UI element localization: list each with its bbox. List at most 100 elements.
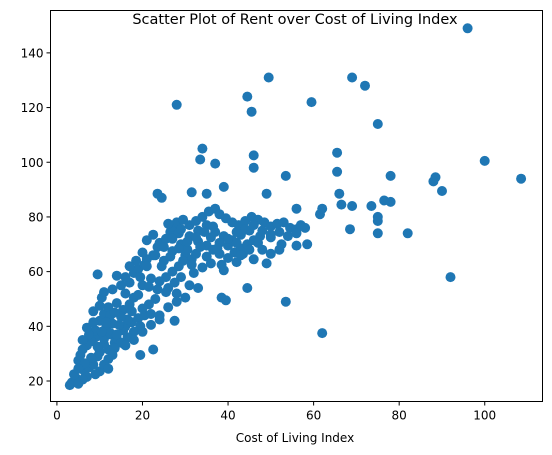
y-axis: 20 40 60 80 100 120 140 xyxy=(21,46,51,388)
data-point-31 xyxy=(334,188,345,199)
data-point-225 xyxy=(176,224,186,235)
data-point-198 xyxy=(218,265,229,276)
data-point-257 xyxy=(101,317,112,328)
data-point-55 xyxy=(169,315,180,326)
data-point-56 xyxy=(148,344,159,355)
data-point-218 xyxy=(156,261,167,272)
plot-frame xyxy=(50,10,543,402)
data-point-99 xyxy=(148,229,159,240)
data-point-21 xyxy=(437,186,447,196)
data-point-39 xyxy=(291,203,302,214)
x-tick-label-3: 60 xyxy=(306,409,321,423)
data-point-212 xyxy=(114,319,124,330)
data-point-189 xyxy=(163,218,174,229)
y-tick-label-1: 40 xyxy=(28,320,43,334)
data-point-27 xyxy=(201,188,212,199)
data-point-19 xyxy=(428,176,439,187)
data-point-9 xyxy=(197,143,208,154)
data-point-84 xyxy=(107,284,118,295)
data-point-16 xyxy=(479,155,490,166)
x-tick-label-5: 100 xyxy=(473,409,496,423)
data-point-217 xyxy=(92,341,103,352)
data-point-246 xyxy=(195,242,206,252)
data-point-191 xyxy=(182,244,193,255)
data-point-6 xyxy=(306,97,317,108)
data-point-0 xyxy=(462,23,473,34)
data-point-250 xyxy=(161,287,171,298)
data-point-237 xyxy=(257,225,268,236)
data-point-22 xyxy=(280,170,291,181)
data-point-162 xyxy=(94,300,105,311)
data-point-12 xyxy=(195,154,206,165)
data-point-249 xyxy=(169,277,180,288)
data-point-254 xyxy=(126,306,137,317)
x-axis-label: Cost of Living Index xyxy=(236,431,354,445)
data-point-164 xyxy=(111,270,122,281)
data-point-239 xyxy=(274,227,285,237)
data-points xyxy=(64,23,527,391)
data-point-229 xyxy=(141,261,152,272)
data-point-3 xyxy=(360,80,370,91)
data-point-236 xyxy=(248,220,259,231)
y-tick-label-3: 80 xyxy=(28,210,43,224)
data-point-81 xyxy=(111,298,122,309)
data-point-235 xyxy=(240,224,251,235)
data-point-33 xyxy=(336,199,347,210)
data-point-232 xyxy=(212,243,223,254)
data-point-43 xyxy=(302,239,313,250)
data-point-247 xyxy=(186,259,197,270)
data-point-4 xyxy=(242,91,253,102)
data-point-241 xyxy=(291,228,302,239)
data-point-245 xyxy=(235,250,246,261)
data-point-51 xyxy=(317,328,328,339)
data-point-10 xyxy=(248,150,259,161)
data-point-15 xyxy=(332,166,343,177)
data-point-261 xyxy=(128,335,139,345)
data-point-265 xyxy=(163,302,174,313)
data-point-145 xyxy=(146,309,156,319)
data-point-173 xyxy=(193,283,204,293)
chart-title: Scatter Plot of Rent over Cost of Living… xyxy=(132,12,458,28)
y-tick-label-6: 140 xyxy=(21,46,44,60)
data-point-260 xyxy=(120,340,131,351)
data-point-224 xyxy=(208,221,219,232)
data-point-14 xyxy=(332,147,343,158)
data-point-1 xyxy=(347,72,358,83)
data-point-273 xyxy=(103,363,114,374)
data-point-242 xyxy=(300,222,311,233)
data-point-220 xyxy=(173,243,184,254)
data-point-24 xyxy=(186,187,197,198)
data-point-202 xyxy=(146,273,156,284)
data-point-40 xyxy=(402,228,413,239)
data-point-94 xyxy=(137,247,148,258)
data-point-57 xyxy=(135,350,146,360)
data-point-251 xyxy=(152,284,163,295)
data-point-34 xyxy=(366,201,377,211)
data-point-222 xyxy=(191,232,201,243)
data-point-26 xyxy=(156,192,167,203)
data-point-195 xyxy=(274,244,285,255)
data-point-266 xyxy=(171,296,182,307)
data-point-172 xyxy=(184,280,195,291)
data-point-85 xyxy=(116,280,127,291)
data-point-17 xyxy=(516,173,527,184)
data-point-209 xyxy=(73,363,84,374)
data-point-50 xyxy=(280,296,291,307)
data-point-23 xyxy=(218,181,229,192)
y-tick-label-2: 60 xyxy=(28,265,43,279)
x-tick-label-0: 0 xyxy=(53,409,61,423)
data-point-244 xyxy=(244,244,255,255)
y-tick-label-4: 100 xyxy=(21,156,44,170)
y-tick-label-0: 20 xyxy=(28,374,43,388)
data-point-243 xyxy=(253,237,263,248)
data-point-36 xyxy=(372,216,383,226)
data-point-221 xyxy=(182,236,193,247)
x-tick-label-4: 80 xyxy=(392,409,407,423)
data-point-196 xyxy=(248,254,259,265)
data-point-87 xyxy=(120,272,131,283)
data-point-253 xyxy=(133,289,144,300)
data-point-228 xyxy=(150,250,161,261)
data-point-248 xyxy=(178,255,189,266)
data-point-256 xyxy=(109,307,120,318)
